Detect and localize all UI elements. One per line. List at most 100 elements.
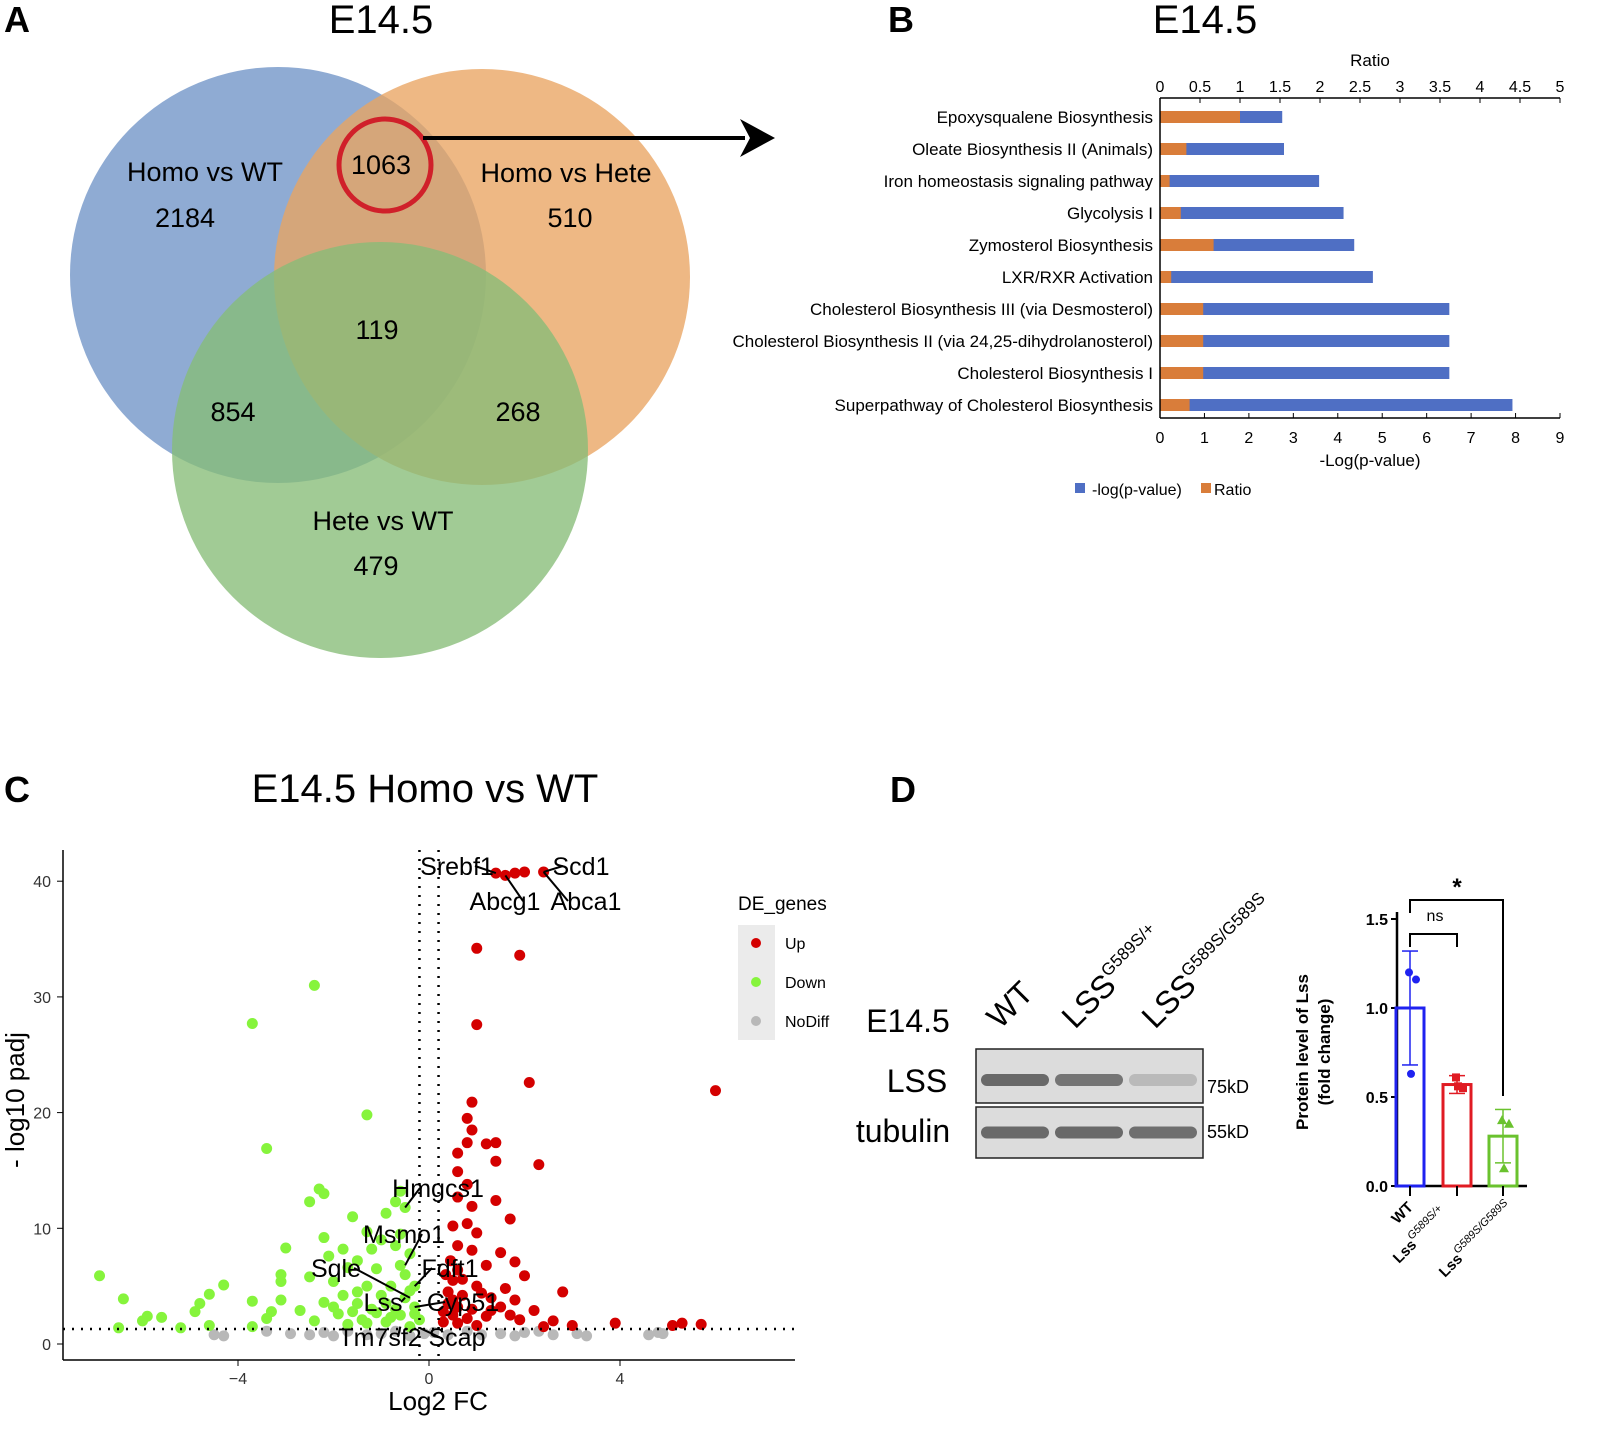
blot-band	[1055, 1074, 1123, 1086]
panel-letter-a: A	[4, 0, 30, 40]
gene-label: Msmo1	[363, 1221, 445, 1249]
gene-label-leader	[543, 865, 564, 873]
point-down	[361, 1226, 373, 1238]
point-up	[471, 1227, 483, 1239]
count-homo-wt-homo-hete: 1063	[351, 150, 411, 180]
bar-ratio	[1160, 143, 1187, 155]
replicate-dot	[1412, 975, 1420, 984]
point-down	[409, 1308, 421, 1320]
point-nodiff	[547, 1329, 559, 1341]
point-nodiff	[519, 1326, 530, 1338]
highlight-ring	[336, 116, 434, 214]
point-up	[466, 1303, 478, 1315]
replicate-triangle	[1499, 1163, 1509, 1173]
gene-label-leader	[353, 1267, 411, 1299]
x-tick-label: 4	[616, 1371, 625, 1388]
category-label: LXR/RXR Activation	[1002, 268, 1153, 287]
point-down	[361, 1280, 373, 1292]
point-down	[390, 1240, 402, 1252]
point-up	[710, 1085, 721, 1097]
point-down	[294, 1304, 306, 1316]
point-up	[466, 1124, 478, 1136]
blot-stage-label: E14.5	[866, 1003, 950, 1039]
count-homo-wt-only: 2184	[155, 203, 215, 233]
point-down	[189, 1306, 201, 1318]
point-down	[246, 1321, 258, 1333]
category-label: Iron homeostasis signaling pathway	[884, 172, 1154, 191]
top-tick-label: 3	[1396, 79, 1405, 96]
category-label: Cholesterol Biosynthesis III (via Desmos…	[810, 300, 1153, 319]
point-down	[361, 1109, 373, 1121]
point-down	[347, 1306, 359, 1318]
point-up	[466, 1096, 478, 1108]
point-up	[695, 1318, 707, 1330]
point-up	[490, 1155, 502, 1167]
y-tick-label: 10	[33, 1221, 51, 1238]
point-down	[342, 1262, 354, 1274]
point-down	[366, 1243, 378, 1255]
point-up	[566, 1319, 578, 1331]
panel-letter-d: D	[890, 769, 916, 810]
point-nodiff	[509, 1330, 521, 1342]
count-homo-hete-hete-wt: 268	[495, 397, 540, 427]
point-down	[347, 1211, 359, 1223]
point-down	[375, 1234, 387, 1246]
y-tick-label: 0.0	[1366, 1179, 1388, 1196]
gene-label-leader	[413, 1267, 433, 1287]
volcano-title: E14.5 Homo vs WT	[252, 767, 599, 811]
point-up	[461, 1313, 473, 1325]
replicate-triangle	[1497, 1115, 1507, 1125]
bottom-tick-label: 2	[1244, 430, 1253, 447]
point-down	[337, 1289, 349, 1301]
legend-dot-up	[751, 938, 761, 948]
point-up	[461, 1218, 473, 1230]
point-up	[538, 1321, 550, 1333]
legend-label-up: Up	[785, 936, 806, 953]
gene-label: Srebf1	[420, 853, 494, 881]
bar-ratio	[1160, 271, 1172, 283]
bottom-tick-label: 0	[1156, 430, 1165, 447]
bar-ratio	[1160, 367, 1204, 379]
blot-band	[981, 1074, 1049, 1086]
bar-neglogp	[1160, 207, 1344, 219]
bottom-tick-label: 9	[1556, 430, 1565, 447]
top-axis-title: Ratio	[1350, 51, 1390, 70]
point-nodiff	[328, 1330, 339, 1342]
y-axis-title-unit: (fold change)	[1315, 999, 1334, 1106]
point-down	[308, 1315, 320, 1327]
point-up	[452, 1317, 464, 1329]
gene-label: Fdft1	[422, 1255, 479, 1283]
point-down	[318, 1296, 330, 1308]
panel-letter-b: B	[888, 0, 914, 40]
gene-label: Cyp51	[427, 1289, 499, 1317]
point-nodiff	[657, 1328, 669, 1340]
point-down	[394, 1185, 406, 1197]
point-up	[514, 949, 526, 961]
gene-label: Tm7sf2	[338, 1324, 421, 1352]
blot-row-label: LSS	[887, 1063, 947, 1099]
pathway-bar-chart: Epoxysqualene Biosynthesis Oleate Biosynt…	[733, 51, 1565, 499]
point-up	[452, 1166, 464, 1178]
top-tick-label: 4.5	[1509, 79, 1531, 96]
point-down	[342, 1318, 354, 1330]
molecular-weight-label: 75kD	[1207, 1077, 1249, 1097]
point-down	[337, 1243, 349, 1255]
count-homo-wt-hete-wt: 854	[210, 397, 255, 427]
bar-ratio	[1160, 207, 1181, 219]
point-up	[461, 1112, 473, 1124]
point-down	[308, 979, 320, 991]
point-up	[533, 1159, 545, 1171]
bar-ratio	[1160, 303, 1204, 315]
gene-label: Lss	[364, 1289, 403, 1317]
blot-band	[981, 1126, 1049, 1139]
point-up	[480, 1259, 492, 1271]
point-down	[375, 1289, 387, 1301]
x-axis-title: Log2 FC	[388, 1386, 488, 1416]
point-up	[461, 1137, 473, 1149]
point-down	[304, 1196, 316, 1208]
gene-label: Abcg1	[470, 888, 541, 916]
legend-dot-down	[751, 977, 761, 987]
legend-label-nodiff: NoDiff	[785, 1014, 830, 1031]
x-tick-label: 0	[425, 1371, 434, 1388]
